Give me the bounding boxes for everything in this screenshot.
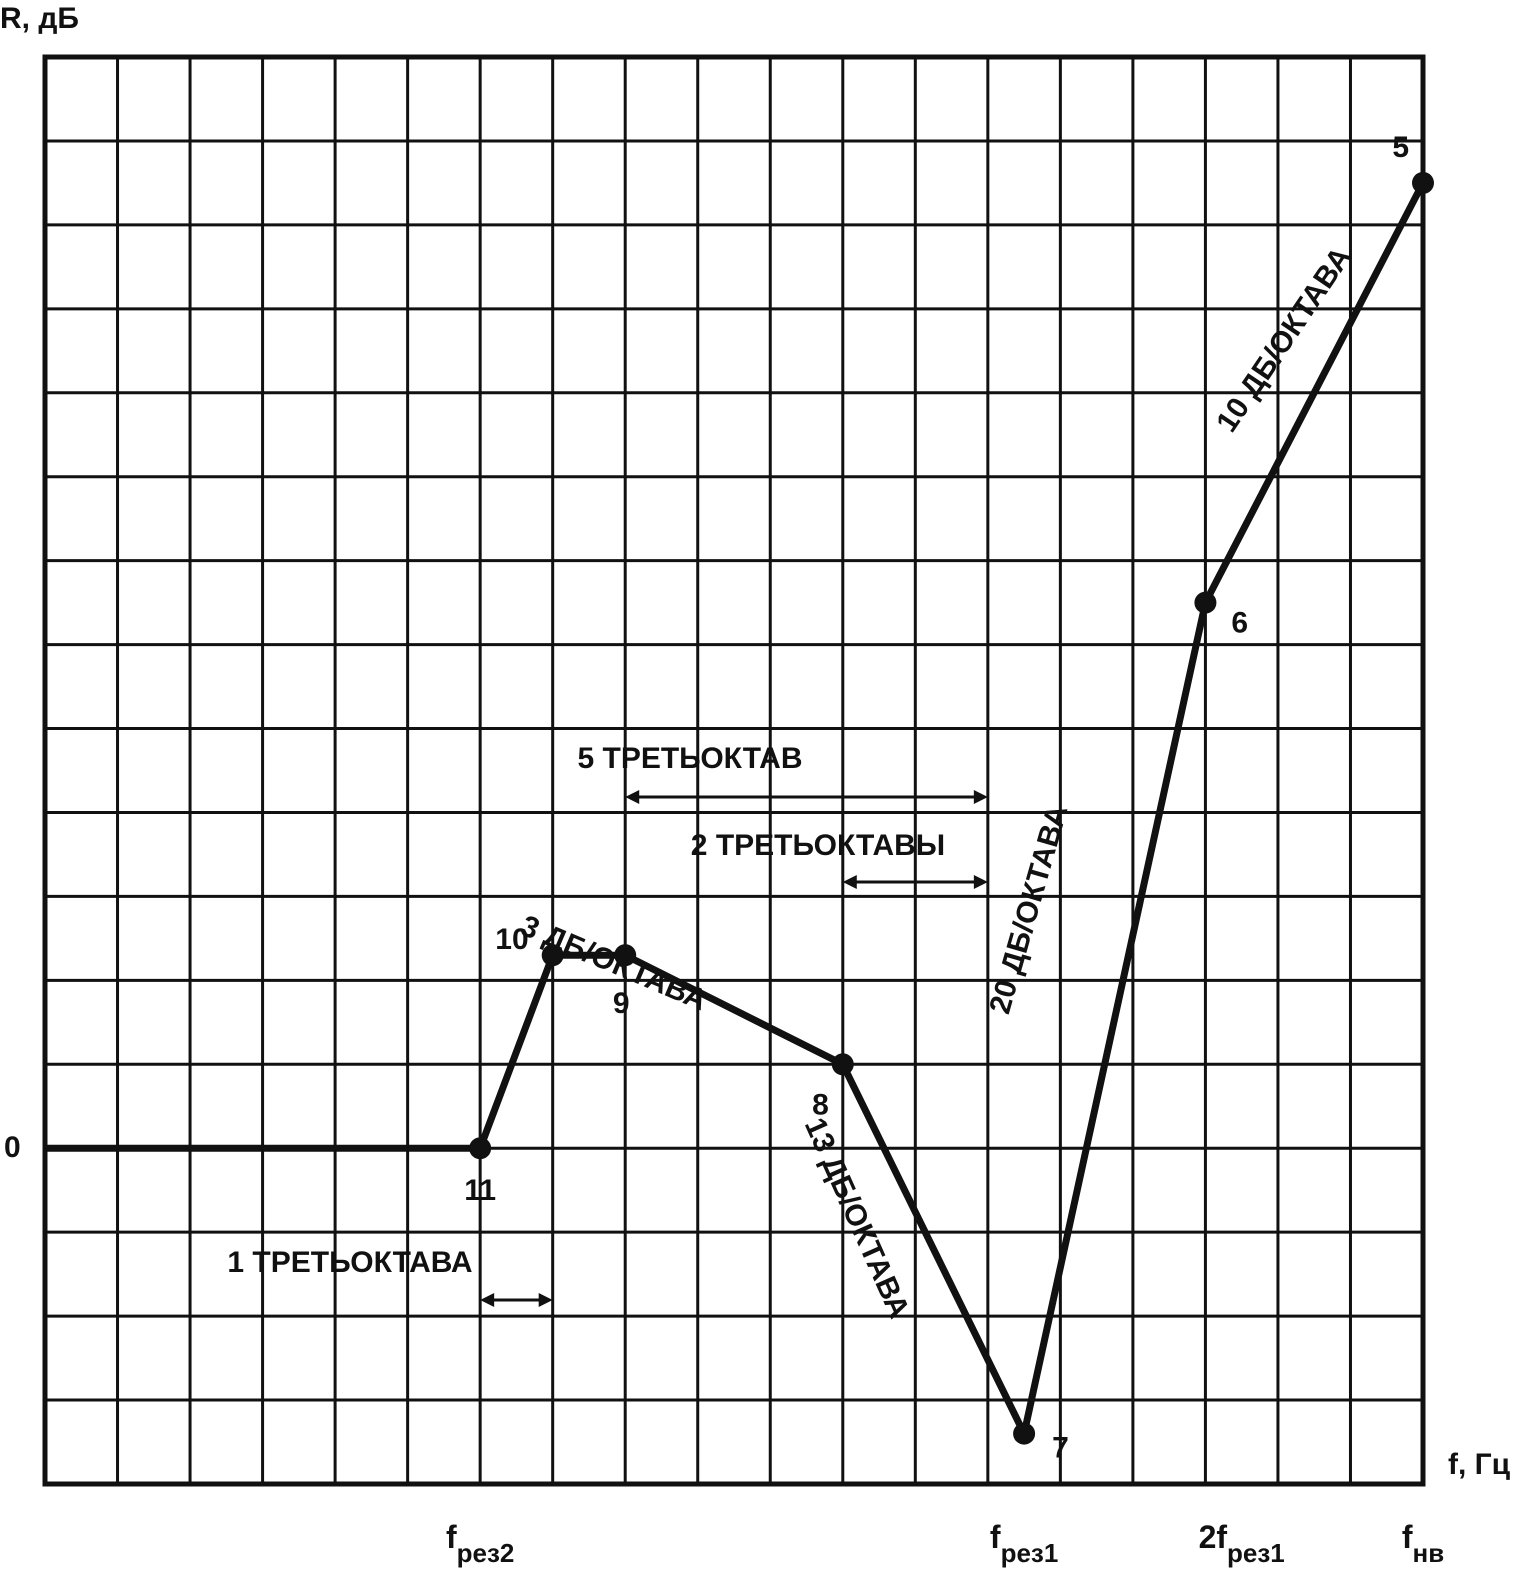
arrow-head	[842, 875, 857, 889]
point-label: 9	[613, 987, 630, 1020]
arrow-head	[973, 790, 988, 804]
point-label: 8	[812, 1088, 829, 1121]
data-point-marker	[1412, 171, 1434, 194]
point-labels: 11 10 9 8 7 6 5	[464, 131, 1409, 1465]
annotation-two-third-octaves: 2 ТРЕТЬОКТАВЫ	[691, 829, 945, 862]
slope-label-13: 13 ДБ/ОКТАВА	[798, 1113, 916, 1323]
point-label: 5	[1392, 131, 1409, 164]
point-markers	[469, 171, 1434, 1445]
arrow-head	[538, 1293, 553, 1307]
y-axis-label: R, дБ	[0, 2, 79, 35]
span-arrows	[480, 790, 988, 1307]
data-point-marker	[1194, 591, 1217, 614]
annotation-five-third-octaves: 5 ТРЕТЬОКТАВ	[577, 742, 802, 775]
point-label: 11	[464, 1174, 496, 1207]
y-zero-label: 0	[4, 1131, 21, 1164]
series-line	[45, 181, 1427, 1438]
x-tick-labels: fрез2 fрез1 2fрез1 fнв	[446, 1519, 1444, 1568]
x-tick-label: fнв	[1402, 1519, 1444, 1568]
point-label: 6	[1231, 607, 1248, 640]
x-tick-label: 2fрез1	[1199, 1519, 1285, 1568]
point-label: 7	[1052, 1432, 1069, 1465]
plot-frame	[42, 54, 1426, 1487]
x-tick-label: fрез2	[446, 1519, 514, 1568]
data-point-marker	[831, 1053, 854, 1076]
plot-line	[45, 181, 1427, 1438]
arrow-head	[973, 875, 988, 889]
x-axis-label: f, Гц	[1448, 1448, 1511, 1481]
arrow-head	[625, 790, 640, 804]
data-point-marker	[614, 944, 637, 967]
data-point-marker	[541, 944, 564, 967]
x-tick-label: fрез1	[990, 1519, 1058, 1568]
arrow-head	[480, 1293, 495, 1307]
slope-label-10: 10 ДБ/ОКТАВА	[1210, 241, 1358, 438]
data-point-marker	[469, 1137, 492, 1160]
data-point-marker	[1013, 1422, 1036, 1445]
point-label: 10	[495, 923, 528, 956]
annotation-one-third-octave: 1 ТРЕТЬОКТАВА	[227, 1246, 472, 1279]
grid	[42, 54, 1426, 1487]
